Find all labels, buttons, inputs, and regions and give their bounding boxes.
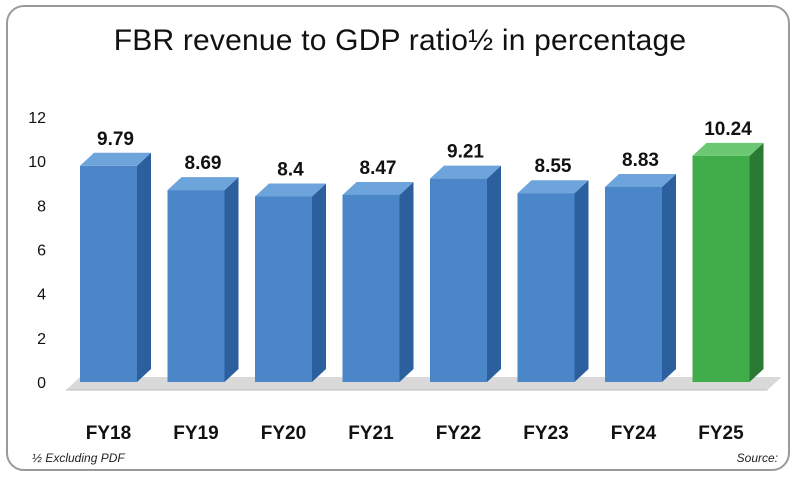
bar-front bbox=[342, 194, 400, 382]
y-tick-label: 10 bbox=[28, 154, 46, 171]
bar-side bbox=[312, 183, 326, 382]
bar-side bbox=[574, 180, 589, 382]
labels-layer: 0 2 4 6 8 10 12 9.79 FY18 8.69 FY19 8.4 FY20 8.47 FY21… bbox=[28, 110, 752, 444]
bar-top bbox=[342, 181, 414, 195]
bar-front bbox=[692, 155, 750, 382]
bar-fy25 bbox=[692, 142, 764, 382]
y-tick-label: 12 bbox=[28, 110, 46, 127]
bar-side bbox=[487, 165, 501, 382]
data-label: 9.21 bbox=[447, 142, 484, 163]
data-label: 8.55 bbox=[535, 156, 572, 177]
chart-title: FBR revenue to GDP ratio½ in percentage bbox=[113, 24, 687, 57]
bar-front bbox=[80, 165, 137, 382]
bar-top bbox=[605, 174, 676, 188]
bar-fy18 bbox=[80, 152, 151, 382]
data-label: 9.79 bbox=[97, 129, 134, 150]
bar-fy22 bbox=[430, 165, 501, 382]
bar-fy20 bbox=[255, 183, 326, 382]
bar-top bbox=[255, 183, 326, 197]
bars-layer bbox=[80, 142, 764, 382]
y-tick-label: 2 bbox=[37, 331, 46, 348]
bar-top bbox=[430, 165, 501, 179]
bar-side bbox=[137, 152, 151, 382]
bar-side bbox=[749, 142, 764, 382]
y-tick-label: 0 bbox=[37, 375, 46, 392]
source-label: Source: bbox=[736, 451, 778, 465]
x-tick-label: FY24 bbox=[611, 423, 657, 444]
x-tick-label: FY19 bbox=[173, 423, 218, 444]
bar-front bbox=[167, 190, 225, 382]
data-label: 10.24 bbox=[704, 119, 752, 140]
x-tick-label: FY20 bbox=[261, 423, 306, 444]
data-label: 8.83 bbox=[622, 150, 659, 171]
bar-side bbox=[399, 181, 414, 382]
data-label: 8.4 bbox=[277, 160, 304, 181]
x-tick-label: FY18 bbox=[86, 423, 131, 444]
bar-front bbox=[517, 193, 575, 382]
bar-fy19 bbox=[167, 177, 239, 382]
bar-front bbox=[605, 187, 662, 382]
bar-top bbox=[167, 177, 239, 191]
bar-side bbox=[662, 174, 676, 382]
y-tick-label: 8 bbox=[37, 198, 46, 215]
axis-layer bbox=[66, 377, 782, 391]
x-tick-label: FY25 bbox=[698, 423, 744, 444]
bar-top bbox=[692, 142, 764, 156]
bar-top bbox=[80, 152, 151, 166]
data-label: 8.47 bbox=[360, 158, 397, 179]
bar-front bbox=[255, 196, 312, 382]
x-tick-label: FY23 bbox=[523, 423, 568, 444]
y-tick-label: 4 bbox=[37, 287, 46, 304]
bar-fy24 bbox=[605, 174, 676, 382]
x-tick-label: FY21 bbox=[348, 423, 394, 444]
bar-front bbox=[430, 178, 487, 382]
bar-fy23 bbox=[517, 180, 589, 382]
footnote: ½ Excluding PDF bbox=[32, 451, 125, 465]
chart-floor bbox=[66, 377, 782, 390]
data-label: 8.69 bbox=[185, 153, 222, 174]
bar-side bbox=[224, 177, 239, 382]
bar-fy21 bbox=[342, 181, 414, 382]
bar-top bbox=[517, 180, 589, 194]
x-tick-label: FY22 bbox=[436, 423, 481, 444]
y-tick-label: 6 bbox=[37, 243, 46, 260]
